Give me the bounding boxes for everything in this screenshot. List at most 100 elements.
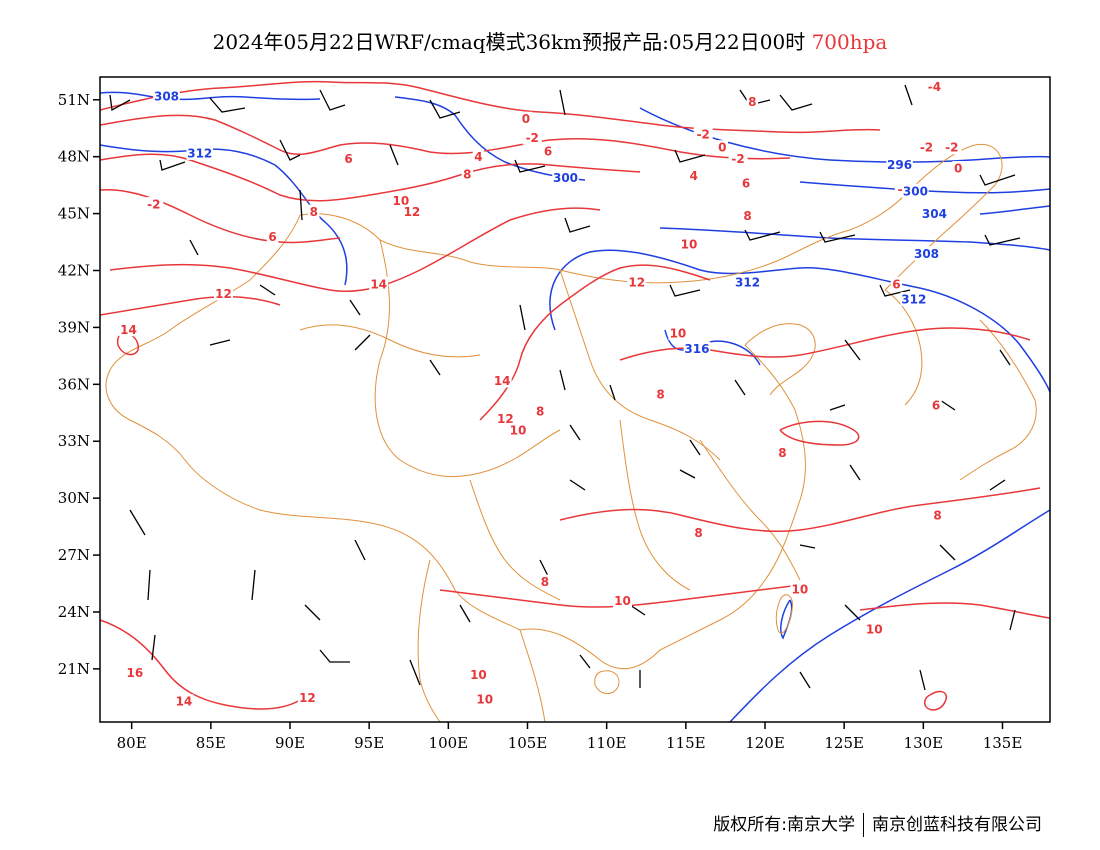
temperature-label-bg xyxy=(369,276,389,291)
isotherm-l xyxy=(859,602,1051,619)
temperature-label: 14 xyxy=(494,374,511,388)
isotherm-i xyxy=(559,487,1041,533)
wind-barbs xyxy=(109,84,1021,691)
internal-boundary-5 xyxy=(699,439,801,581)
temperature-label-bg xyxy=(728,151,748,166)
height-label: 312 xyxy=(735,275,760,289)
temperature-label-bg xyxy=(542,143,554,158)
isotherm-e xyxy=(109,207,601,293)
height-label-bg xyxy=(913,246,940,261)
temperature-label: 6 xyxy=(344,152,352,166)
temperature-label-bg xyxy=(534,403,546,418)
temperature-label: 4 xyxy=(474,150,482,164)
height-label-bg xyxy=(552,170,579,185)
temperature-label-bg xyxy=(776,445,789,460)
lon-tick-label: 135E xyxy=(983,734,1023,752)
temperature-label: 8 xyxy=(656,387,664,401)
lat-tick-label: 33N xyxy=(58,432,90,450)
wind-barb-38 xyxy=(569,479,586,491)
longitude-axis: 80E 85E 90E 95E 100E 105E 110E 115E 120E 125E 130E… xyxy=(117,722,1023,752)
temperature-label: 8 xyxy=(310,205,318,219)
wind-barb-51 xyxy=(629,604,646,616)
temperature-label: 8 xyxy=(694,526,702,540)
height-label: 312 xyxy=(901,292,926,306)
temperature-label-bg xyxy=(391,193,411,208)
wind-barb-8 xyxy=(904,84,913,106)
temperature-label: 14 xyxy=(370,277,387,291)
wind-barb-42 xyxy=(129,509,146,536)
wind-barb-24 xyxy=(669,284,701,297)
wind-barb-9 xyxy=(159,159,186,171)
lon-tick-label: 130E xyxy=(904,734,944,752)
wind-barb-27 xyxy=(354,334,371,351)
temperature-label-bg xyxy=(214,286,233,301)
wind-barb-28 xyxy=(429,359,441,376)
lon-tick-label: 100E xyxy=(429,734,469,752)
temperature-label: -2 xyxy=(526,131,539,145)
temperature-label: -2 xyxy=(697,127,710,141)
temperature-label-bg xyxy=(746,94,759,109)
temperature-label: 6 xyxy=(268,230,276,244)
china-coast-east xyxy=(744,323,816,396)
temperature-label-bg xyxy=(492,373,512,388)
isotherm-c xyxy=(99,153,641,202)
lon-tick-label: 95E xyxy=(354,734,384,752)
temperature-label-bg xyxy=(924,79,944,94)
temperature-label-bg xyxy=(508,422,528,437)
temperature-label-bg xyxy=(266,229,279,244)
temperature-label: 12 xyxy=(215,287,232,301)
temperature-label: 12 xyxy=(497,412,514,426)
wind-barb-45 xyxy=(799,544,816,549)
lon-tick-label: 120E xyxy=(745,734,785,752)
wind-barb-52 xyxy=(844,604,861,621)
wind-barb-36 xyxy=(829,404,846,411)
wind-barb-49 xyxy=(304,604,321,621)
temperature-label: 6 xyxy=(932,399,940,413)
height-label: 300 xyxy=(553,171,578,185)
temperature-label: -4 xyxy=(928,80,941,94)
lon-tick-label: 85E xyxy=(196,734,226,752)
temperature-label: 10 xyxy=(510,423,527,437)
japan-outline xyxy=(959,319,1037,481)
height-contour-304 xyxy=(799,181,1051,194)
isotherm-k xyxy=(99,619,301,710)
latitude-axis: 51N 48N 45N 42N 39N 36N 33N 30N 27N 24N 21N xyxy=(58,91,100,678)
temperature-label: 8 xyxy=(463,167,471,181)
temperature-label: 10 xyxy=(470,668,487,682)
temperature-label: 8 xyxy=(778,446,786,460)
wind-barb-4 xyxy=(429,99,461,119)
temperature-label: 14 xyxy=(120,323,137,337)
lon-tick-label: 115E xyxy=(666,734,706,752)
wind-barb-35 xyxy=(689,439,701,456)
temperature-lines xyxy=(99,80,1051,711)
temperature-label-bg xyxy=(342,151,355,166)
temperature-label-bg xyxy=(942,140,962,155)
lat-tick-label: 24N xyxy=(58,603,90,621)
height-contour-312 xyxy=(99,144,348,286)
height-label: 296 xyxy=(887,158,912,172)
indochina-outline xyxy=(519,629,546,723)
lat-tick-label: 45N xyxy=(58,205,90,223)
wind-barb-30 xyxy=(609,384,616,401)
internal-boundary-2 xyxy=(559,269,721,461)
wind-barb-57 xyxy=(579,654,591,669)
korea-outline xyxy=(884,289,923,406)
wind-barb-54 xyxy=(151,634,156,661)
temperature-label: -2 xyxy=(920,141,933,155)
wind-barb-26 xyxy=(209,339,231,346)
temperature-label-bg xyxy=(308,204,320,219)
footer-separator xyxy=(863,813,864,837)
chart-title: 2024年05月22日WRF/cmaq模式36km预报产品:05月22日00时 … xyxy=(0,26,1100,55)
temperature-label: -2 xyxy=(731,152,744,166)
temperature-label: 0 xyxy=(522,112,530,126)
temperature-label: 16 xyxy=(126,666,143,680)
temperature-label-bg xyxy=(297,690,317,705)
height-labels: 308 312 300 296 300 304 308 312 312 316 xyxy=(153,88,948,356)
china-outline-south xyxy=(519,344,806,670)
temperature-label-bg xyxy=(522,130,542,145)
height-label: 316 xyxy=(684,342,709,356)
wind-barb-22 xyxy=(349,299,361,316)
height-contour-308b xyxy=(659,227,1051,251)
height-label: 304 xyxy=(922,207,947,221)
hainan-outline xyxy=(594,670,620,694)
